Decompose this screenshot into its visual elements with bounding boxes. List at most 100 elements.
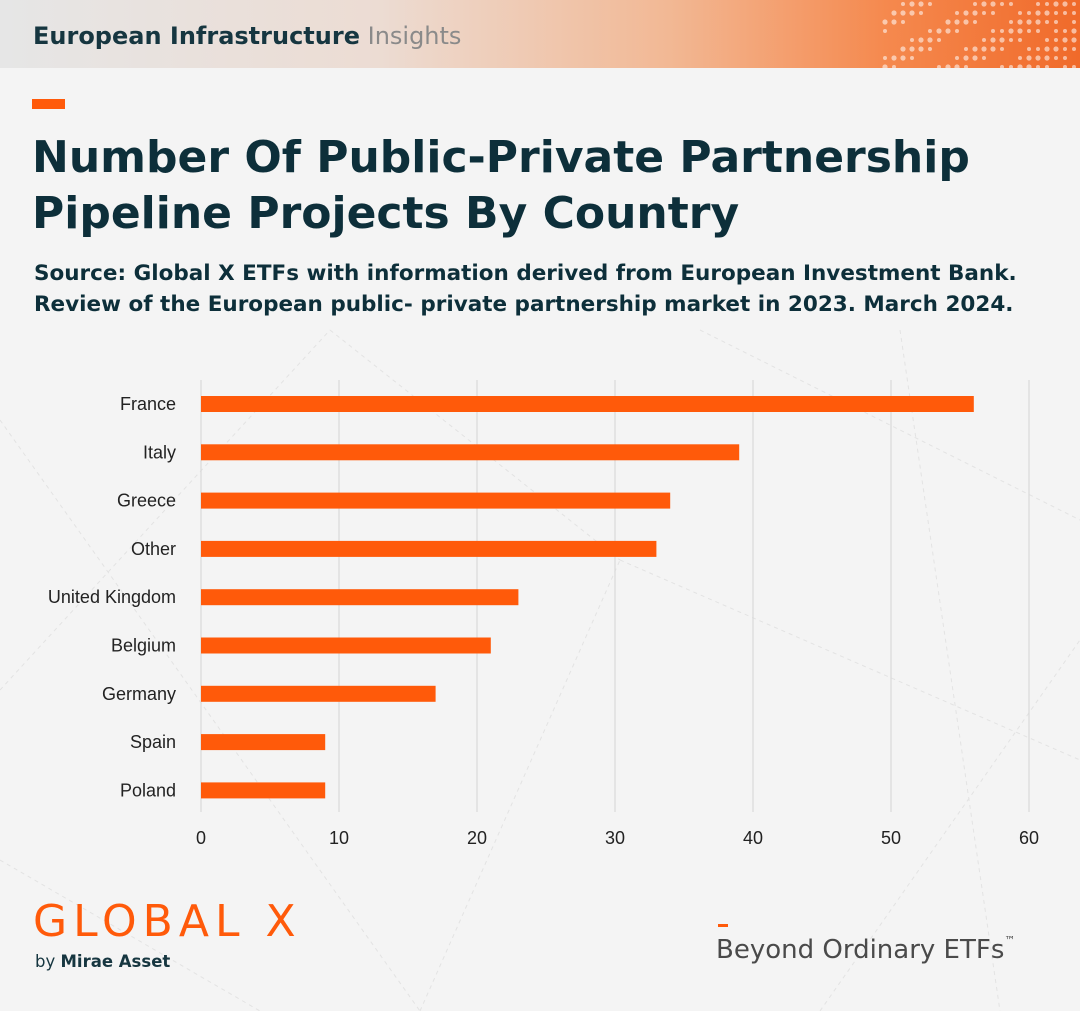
header-dot xyxy=(1054,29,1058,33)
header-dot xyxy=(883,56,887,60)
header-dot xyxy=(936,28,942,34)
header-dot xyxy=(1035,19,1041,25)
header-dot xyxy=(1027,47,1031,51)
header-dot xyxy=(1045,65,1049,68)
category-label: United Kingdom xyxy=(48,587,176,607)
logo-sub-prefix: by xyxy=(35,952,56,971)
category-labels: France Italy Greece Other United Kingdom Belg… xyxy=(48,394,176,800)
header-dot xyxy=(982,56,986,60)
bar xyxy=(201,685,436,702)
header-dot xyxy=(900,10,906,16)
header-dot xyxy=(1035,55,1041,61)
header-dot xyxy=(1000,65,1004,68)
header-dot xyxy=(937,38,941,42)
header-dot xyxy=(990,1,996,7)
header-dot xyxy=(1053,46,1059,52)
logo-subtitle: by Mirae Asset xyxy=(35,952,302,971)
bar xyxy=(201,782,326,799)
header-dot xyxy=(973,20,977,24)
source-note: Source: Global X ETFs with information d… xyxy=(34,261,1017,317)
header-dot xyxy=(909,1,915,7)
header-dot xyxy=(1054,11,1058,15)
header-dot xyxy=(945,64,951,68)
header-dot xyxy=(900,55,906,61)
header-dot xyxy=(928,29,932,33)
header-dot xyxy=(910,38,914,42)
header-dot xyxy=(1044,55,1050,61)
header-title-light: Insights xyxy=(367,22,462,50)
header-dot xyxy=(891,10,897,16)
header-dot xyxy=(1017,28,1023,34)
header-dot xyxy=(1026,55,1032,61)
header-dot xyxy=(918,37,924,43)
header-dot xyxy=(954,19,960,25)
header-dot xyxy=(973,2,977,6)
header-dot xyxy=(972,46,978,52)
header-dot xyxy=(1017,19,1023,25)
header-dot xyxy=(910,56,914,60)
header-dot xyxy=(1063,29,1067,33)
header-dot xyxy=(1009,20,1013,24)
dot-pattern xyxy=(882,1,1077,68)
header-dot xyxy=(1063,65,1067,68)
category-label: Poland xyxy=(120,780,176,800)
header-dot xyxy=(1072,11,1076,15)
header-dot xyxy=(1071,37,1077,43)
header-dot xyxy=(963,19,969,25)
bar xyxy=(201,540,657,557)
header-dot xyxy=(919,11,923,15)
header-dot xyxy=(1036,47,1040,51)
header-title-bold: European Infrastructure xyxy=(33,22,360,50)
header-dot xyxy=(1000,47,1004,51)
header-dot xyxy=(964,47,968,51)
x-tick-label: 40 xyxy=(743,828,763,848)
x-tick-labels: 0 10 20 30 40 50 60 xyxy=(196,828,1039,848)
category-label: Germany xyxy=(102,684,176,704)
header-dot xyxy=(892,65,896,68)
header-dot xyxy=(1018,11,1022,15)
header-dot xyxy=(990,37,996,43)
header-dot xyxy=(955,29,959,33)
bars xyxy=(201,396,974,799)
header-dot xyxy=(1017,64,1023,68)
header-dot xyxy=(1054,20,1058,24)
header-dot xyxy=(900,46,906,52)
x-tick-label: 0 xyxy=(196,828,206,848)
header-dot xyxy=(891,19,897,25)
header-dot xyxy=(1009,65,1013,68)
header-dot xyxy=(999,37,1005,43)
category-label: Other xyxy=(131,539,176,559)
header-dot xyxy=(1036,2,1040,6)
header-dot xyxy=(964,65,968,68)
header-dot xyxy=(1044,46,1050,52)
header-dot xyxy=(901,2,905,6)
header-dot xyxy=(1036,29,1040,33)
x-tick-label: 60 xyxy=(1019,828,1039,848)
bar xyxy=(201,492,671,509)
header-title: European Infrastructure Insights xyxy=(33,22,461,50)
header-dot xyxy=(1044,10,1050,16)
header-dot xyxy=(909,46,915,52)
header-dot xyxy=(937,65,941,68)
header-dot xyxy=(972,10,978,16)
header-dot xyxy=(991,11,995,15)
header-dot xyxy=(928,2,932,6)
header-dot xyxy=(1026,19,1032,25)
header-dot xyxy=(1071,28,1077,34)
header-dot xyxy=(1027,11,1031,15)
header-dot xyxy=(883,29,887,33)
bar xyxy=(201,444,740,461)
header-dot xyxy=(955,11,959,15)
header-dot xyxy=(945,28,951,34)
category-label: Belgium xyxy=(111,636,176,656)
header-dot xyxy=(1072,2,1076,6)
header-dot xyxy=(1026,64,1032,68)
tagline-dash xyxy=(718,924,728,927)
header-dot xyxy=(1018,56,1022,60)
x-tick-label: 50 xyxy=(881,828,901,848)
x-tick-label: 30 xyxy=(605,828,625,848)
header-dot xyxy=(1063,56,1067,60)
header-dot xyxy=(928,47,932,51)
bar xyxy=(201,734,326,751)
x-tick-label: 20 xyxy=(467,828,487,848)
